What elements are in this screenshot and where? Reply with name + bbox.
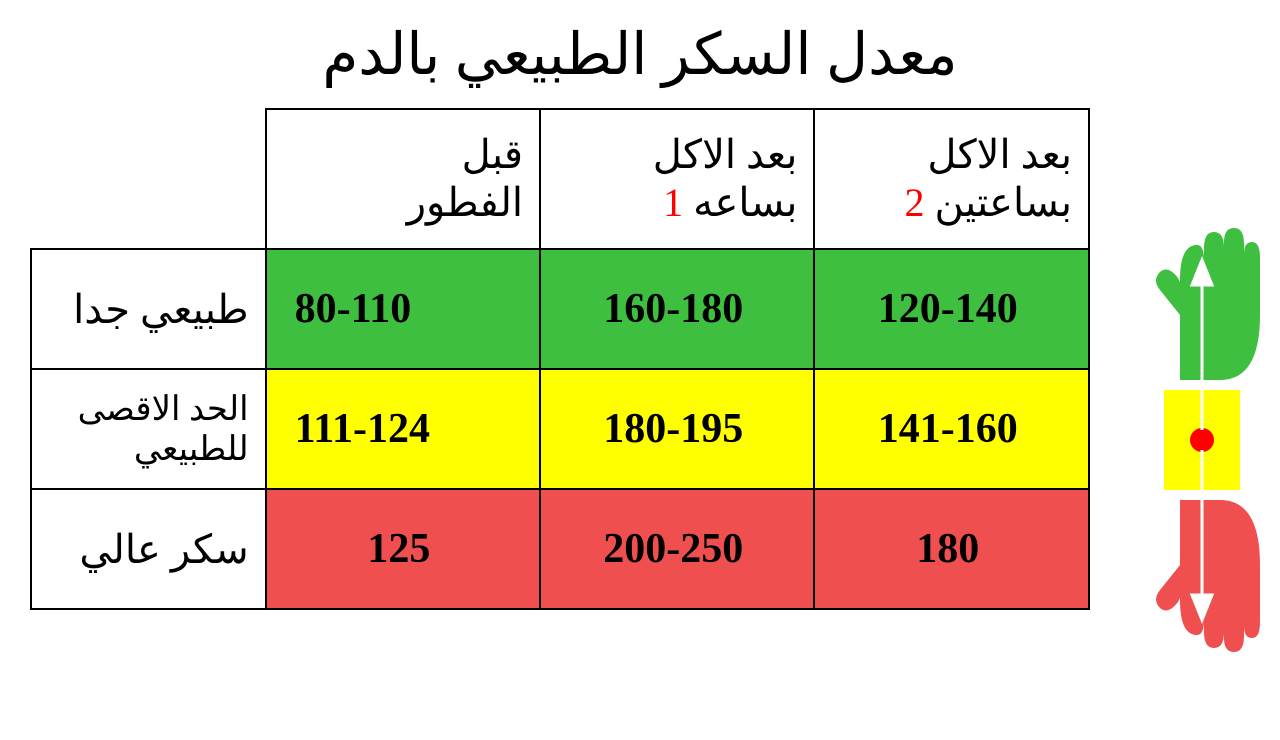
cell-value: 141-160	[814, 369, 1089, 489]
level-indicator-graphic	[1142, 220, 1262, 660]
blood-sugar-table: قبل الفطور بعد الاكل بساعه 1 بعد الاكل ب…	[30, 108, 1090, 610]
cell-value: 200-250	[540, 489, 814, 609]
row-label-max-normal: الحد الاقصى للطبيعي	[31, 369, 266, 489]
col-header-line1: بعد الاكل	[927, 132, 1072, 177]
table-corner	[31, 109, 266, 249]
cell-value: 125	[266, 489, 540, 609]
col-header-after-1hr: بعد الاكل بساعه 1	[540, 109, 814, 249]
table-row-max-normal: الحد الاقصى للطبيعي 111-124 180-195 141-…	[31, 369, 1089, 489]
col-header-prefix: بساعتين	[925, 180, 1072, 225]
cell-value: 160-180	[540, 249, 814, 369]
col-header-prefix: بساعه	[683, 180, 797, 225]
col-header-number: 1	[663, 180, 683, 225]
col-header-line1: قبل	[462, 132, 523, 177]
col-header-line1: بعد الاكل	[653, 132, 798, 177]
cell-value: 120-140	[814, 249, 1089, 369]
col-header-line2: الفطور	[407, 180, 523, 225]
cell-value: 80-110	[266, 249, 540, 369]
cell-value: 180-195	[540, 369, 814, 489]
cell-value: 180	[814, 489, 1089, 609]
arrows-icon	[1142, 220, 1262, 660]
table-row-normal: طبيعي جدا 80-110 160-180 120-140	[31, 249, 1089, 369]
col-header-after-2hr: بعد الاكل بساعتين 2	[814, 109, 1089, 249]
col-header-before-breakfast: قبل الفطور	[266, 109, 540, 249]
table-row-high: سكر عالي 125 200-250 180	[31, 489, 1089, 609]
col-header-number: 2	[905, 180, 925, 225]
page-title: معدل السكر الطبيعي بالدم	[0, 20, 1280, 88]
row-label-high: سكر عالي	[31, 489, 266, 609]
cell-value: 111-124	[266, 369, 540, 489]
row-label-normal: طبيعي جدا	[31, 249, 266, 369]
